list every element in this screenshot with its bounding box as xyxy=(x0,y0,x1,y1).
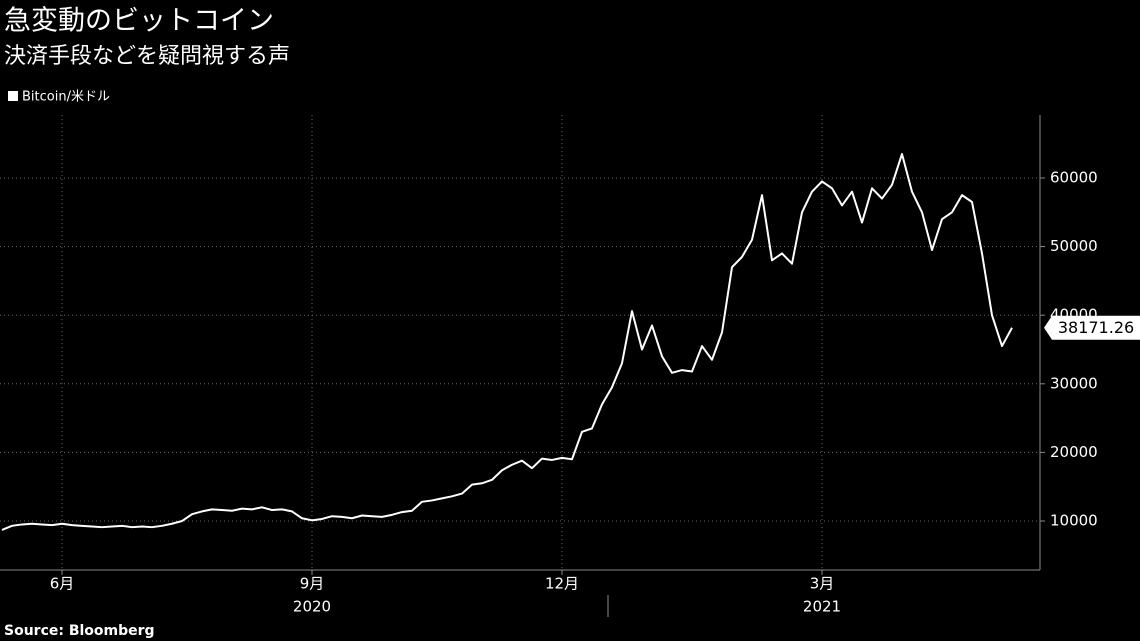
x-tick-label: 3月 xyxy=(810,575,835,593)
year-label: 2020 xyxy=(293,598,331,616)
y-tick-label: 50000 xyxy=(1050,237,1098,255)
chart-subtitle: 決済手段などを疑問視する声 xyxy=(4,44,290,69)
y-tick-label: 30000 xyxy=(1050,374,1098,392)
y-tick-label: 20000 xyxy=(1050,443,1098,461)
x-tick-label: 12月 xyxy=(545,575,579,593)
legend-swatch xyxy=(8,91,18,101)
line-series xyxy=(1,152,1013,531)
chart-title: 急変動のビットコイン xyxy=(4,6,274,37)
last-value-box xyxy=(1044,315,1140,340)
legend-label: Bitcoin/米ドル xyxy=(22,90,110,105)
x-tick-label: 9月 xyxy=(300,575,325,593)
source: Source: Bloomberg xyxy=(4,623,155,639)
last-value-label: 38171.26 xyxy=(1058,318,1134,337)
y-tick-label: 10000 xyxy=(1050,512,1098,530)
y-tick-label: 60000 xyxy=(1050,168,1098,186)
year-label: 2021 xyxy=(803,598,841,616)
x-tick-label: 6月 xyxy=(50,575,75,593)
